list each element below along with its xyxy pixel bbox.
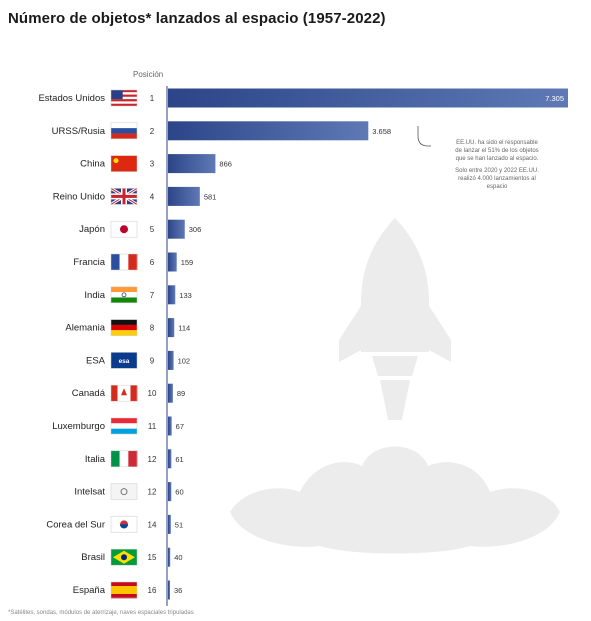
value-label: 866 <box>219 160 232 169</box>
bar <box>168 580 170 600</box>
category-label: China <box>80 159 106 170</box>
flag-luxembourg-icon <box>110 417 138 435</box>
category-label: Corea del Sur <box>46 519 105 530</box>
flag-germany-icon <box>110 319 138 336</box>
flag-south-korea-icon <box>110 516 138 533</box>
position-label: 8 <box>150 324 155 333</box>
flag-france-icon <box>110 253 138 271</box>
annotation-leader-line <box>417 126 431 147</box>
bar <box>168 383 173 403</box>
position-label: 12 <box>148 455 157 464</box>
bar <box>168 252 177 272</box>
footnote: *Satélites, sondas, módulos de aterrizaj… <box>8 610 194 616</box>
position-header: Posición <box>133 70 164 79</box>
flag-italy-icon <box>110 450 138 468</box>
flag-esa-icon: esa <box>110 352 138 369</box>
category-label: Japón <box>79 224 105 235</box>
position-label: 4 <box>150 192 155 201</box>
bar <box>168 318 175 338</box>
category-label: Intelsat <box>74 487 105 498</box>
bar <box>168 350 174 370</box>
value-label: 36 <box>174 586 182 595</box>
category-label: ESA <box>86 355 106 366</box>
category-label: Canadá <box>72 388 106 399</box>
category-label: Italia <box>85 454 106 465</box>
svg-text:esa: esa <box>119 358 130 365</box>
value-label: 133 <box>179 291 192 300</box>
value-label: 67 <box>176 422 184 431</box>
position-label: 14 <box>148 520 157 529</box>
flag-india-icon <box>110 286 138 304</box>
bar <box>168 416 172 436</box>
rocket-illustration <box>230 218 560 554</box>
category-label: URSS/Rusia <box>52 126 106 137</box>
position-label: 6 <box>150 258 155 267</box>
category-label: Brasil <box>81 552 105 563</box>
value-label: 61 <box>175 455 183 464</box>
category-label: Luxemburgo <box>52 421 105 432</box>
category-label: India <box>84 290 105 301</box>
position-label: 3 <box>150 160 155 169</box>
category-label: Estados Unidos <box>38 93 105 104</box>
value-label: 89 <box>177 389 185 398</box>
bar <box>168 285 176 305</box>
position-label: 10 <box>148 389 157 398</box>
chart-title: Número de objetos* lanzados al espacio (… <box>8 10 386 27</box>
category-label: Francia <box>73 257 105 268</box>
flag-usa-icon <box>110 89 138 107</box>
position-label: 1 <box>150 94 155 103</box>
bar <box>168 449 172 469</box>
value-label: 581 <box>204 192 217 201</box>
value-label: 51 <box>175 520 183 529</box>
category-label: España <box>73 585 106 596</box>
value-label: 102 <box>178 356 191 365</box>
value-label: 306 <box>189 225 202 234</box>
bar <box>168 547 171 567</box>
position-label: 11 <box>148 422 157 431</box>
position-label: 9 <box>150 356 155 365</box>
position-label: 16 <box>148 586 157 595</box>
flag-japan-icon <box>110 220 138 238</box>
position-label: 7 <box>150 291 155 300</box>
position-label: 5 <box>150 225 155 234</box>
bar <box>168 219 185 239</box>
bar <box>168 121 369 141</box>
value-label: 3.658 <box>372 127 391 136</box>
flag-intelsat-icon <box>110 483 138 500</box>
flag-brazil-icon <box>110 548 138 566</box>
value-label: 114 <box>178 324 190 333</box>
value-label: 159 <box>181 258 194 267</box>
value-label: 40 <box>174 553 182 562</box>
flag-russia-icon <box>110 122 138 140</box>
flag-uk-icon <box>110 187 138 206</box>
bar <box>168 514 171 534</box>
bar <box>168 88 568 108</box>
bar <box>168 186 200 206</box>
flag-spain-icon <box>110 581 138 599</box>
annotation-text: EE.UU. ha sido el responsable de lanzar … <box>455 140 539 190</box>
position-label: 15 <box>148 553 157 562</box>
position-label: 2 <box>150 127 155 136</box>
flag-china-icon <box>110 155 138 172</box>
category-label: Reino Unido <box>53 191 105 202</box>
bar <box>168 482 172 502</box>
category-label: Alemania <box>65 323 105 334</box>
bar <box>168 154 216 174</box>
flag-canada-icon <box>110 384 138 402</box>
value-label: 7.305 <box>545 94 564 103</box>
position-label: 12 <box>148 488 157 497</box>
value-label: 60 <box>175 488 183 497</box>
